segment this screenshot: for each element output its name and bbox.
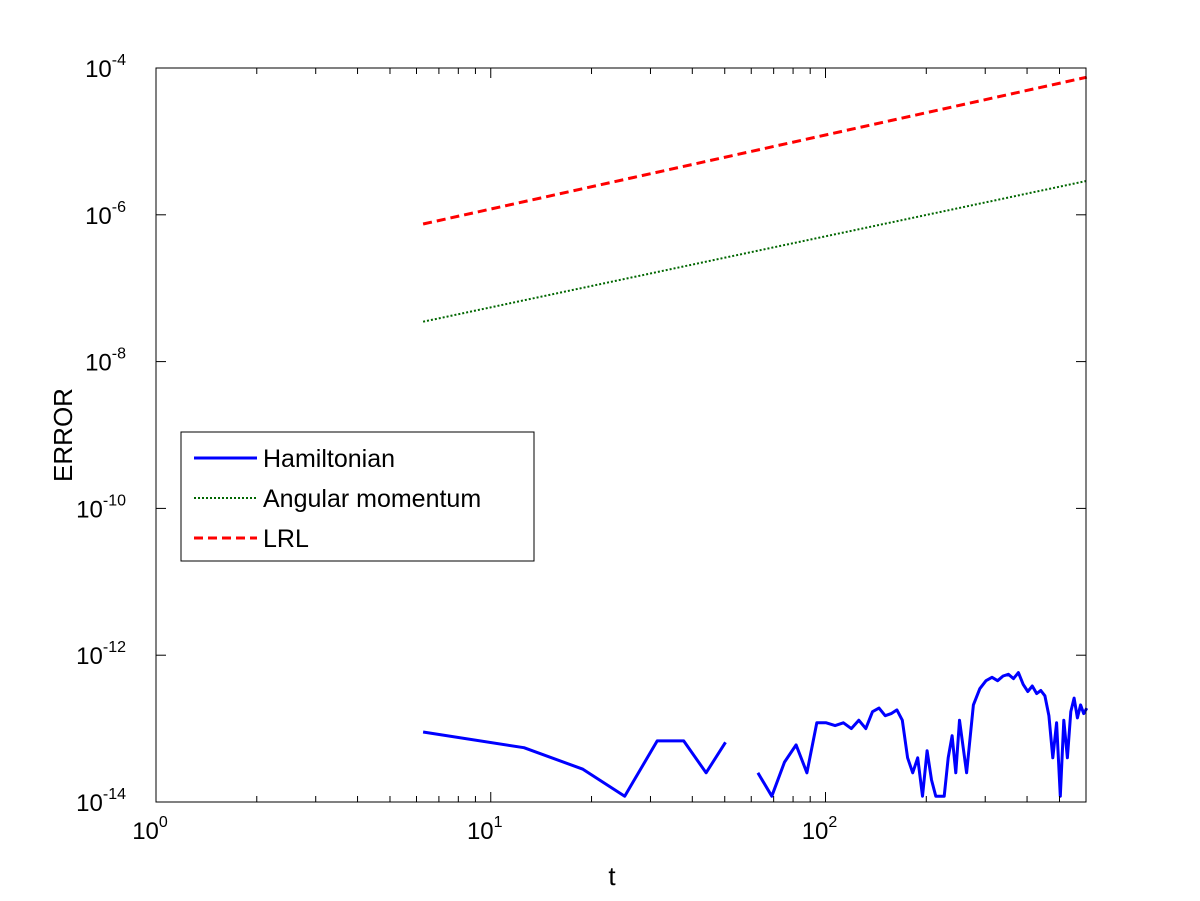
series-line-hamiltonian (422, 730, 727, 798)
legend-label-angular-momentum: Angular momentum (263, 485, 481, 513)
y-axis-label: ERROR (48, 388, 78, 482)
tick-label-exponent: -4 (112, 52, 126, 69)
y-tick-label: 10-10 (76, 492, 126, 523)
legend: Hamiltonian Angular momentum LRL (180, 431, 535, 562)
tick-label-exponent: 1 (494, 814, 503, 831)
x-tick-label: 101 (467, 814, 503, 845)
tick-label-exponent: 0 (159, 814, 168, 831)
tick-label-exponent: -6 (112, 199, 126, 216)
tick-label-base: 10 (76, 790, 103, 817)
x-axis-label: t (608, 861, 616, 891)
y-tick-label: 10-8 (85, 346, 126, 377)
tick-label-base: 10 (467, 818, 494, 845)
series-line-hamiltonian (756, 671, 1089, 798)
tick-label-exponent: -14 (103, 786, 126, 803)
x-tick-label: 100 (132, 814, 168, 845)
plot-area-frame (155, 67, 1087, 803)
tick-label-base: 10 (85, 350, 112, 377)
tick-label-exponent: -10 (103, 492, 126, 509)
tick-label-base: 10 (132, 818, 159, 845)
y-tick-label: 10-14 (76, 786, 126, 817)
series-line-lrl (422, 75, 1088, 226)
tick-label-base: 10 (76, 643, 103, 670)
y-tick-label: 10-6 (85, 199, 126, 230)
series-layer (422, 75, 1089, 798)
tick-label-base: 10 (802, 818, 829, 845)
tick-label-base: 10 (76, 496, 103, 523)
tick-label-base: 10 (85, 56, 112, 83)
tick-label-base: 10 (85, 203, 112, 230)
y-tick-label: 10-12 (76, 639, 126, 670)
tick-label-exponent: -8 (112, 346, 126, 363)
tick-label-exponent: -12 (103, 639, 126, 656)
tick-label-exponent: 2 (828, 814, 837, 831)
x-tick-label: 102 (802, 814, 838, 845)
legend-label-lrl: LRL (263, 525, 309, 553)
series-line-angular-momentum (422, 179, 1088, 323)
y-tick-label: 10-4 (85, 52, 126, 83)
legend-label-hamiltonian: Hamiltonian (263, 445, 395, 473)
